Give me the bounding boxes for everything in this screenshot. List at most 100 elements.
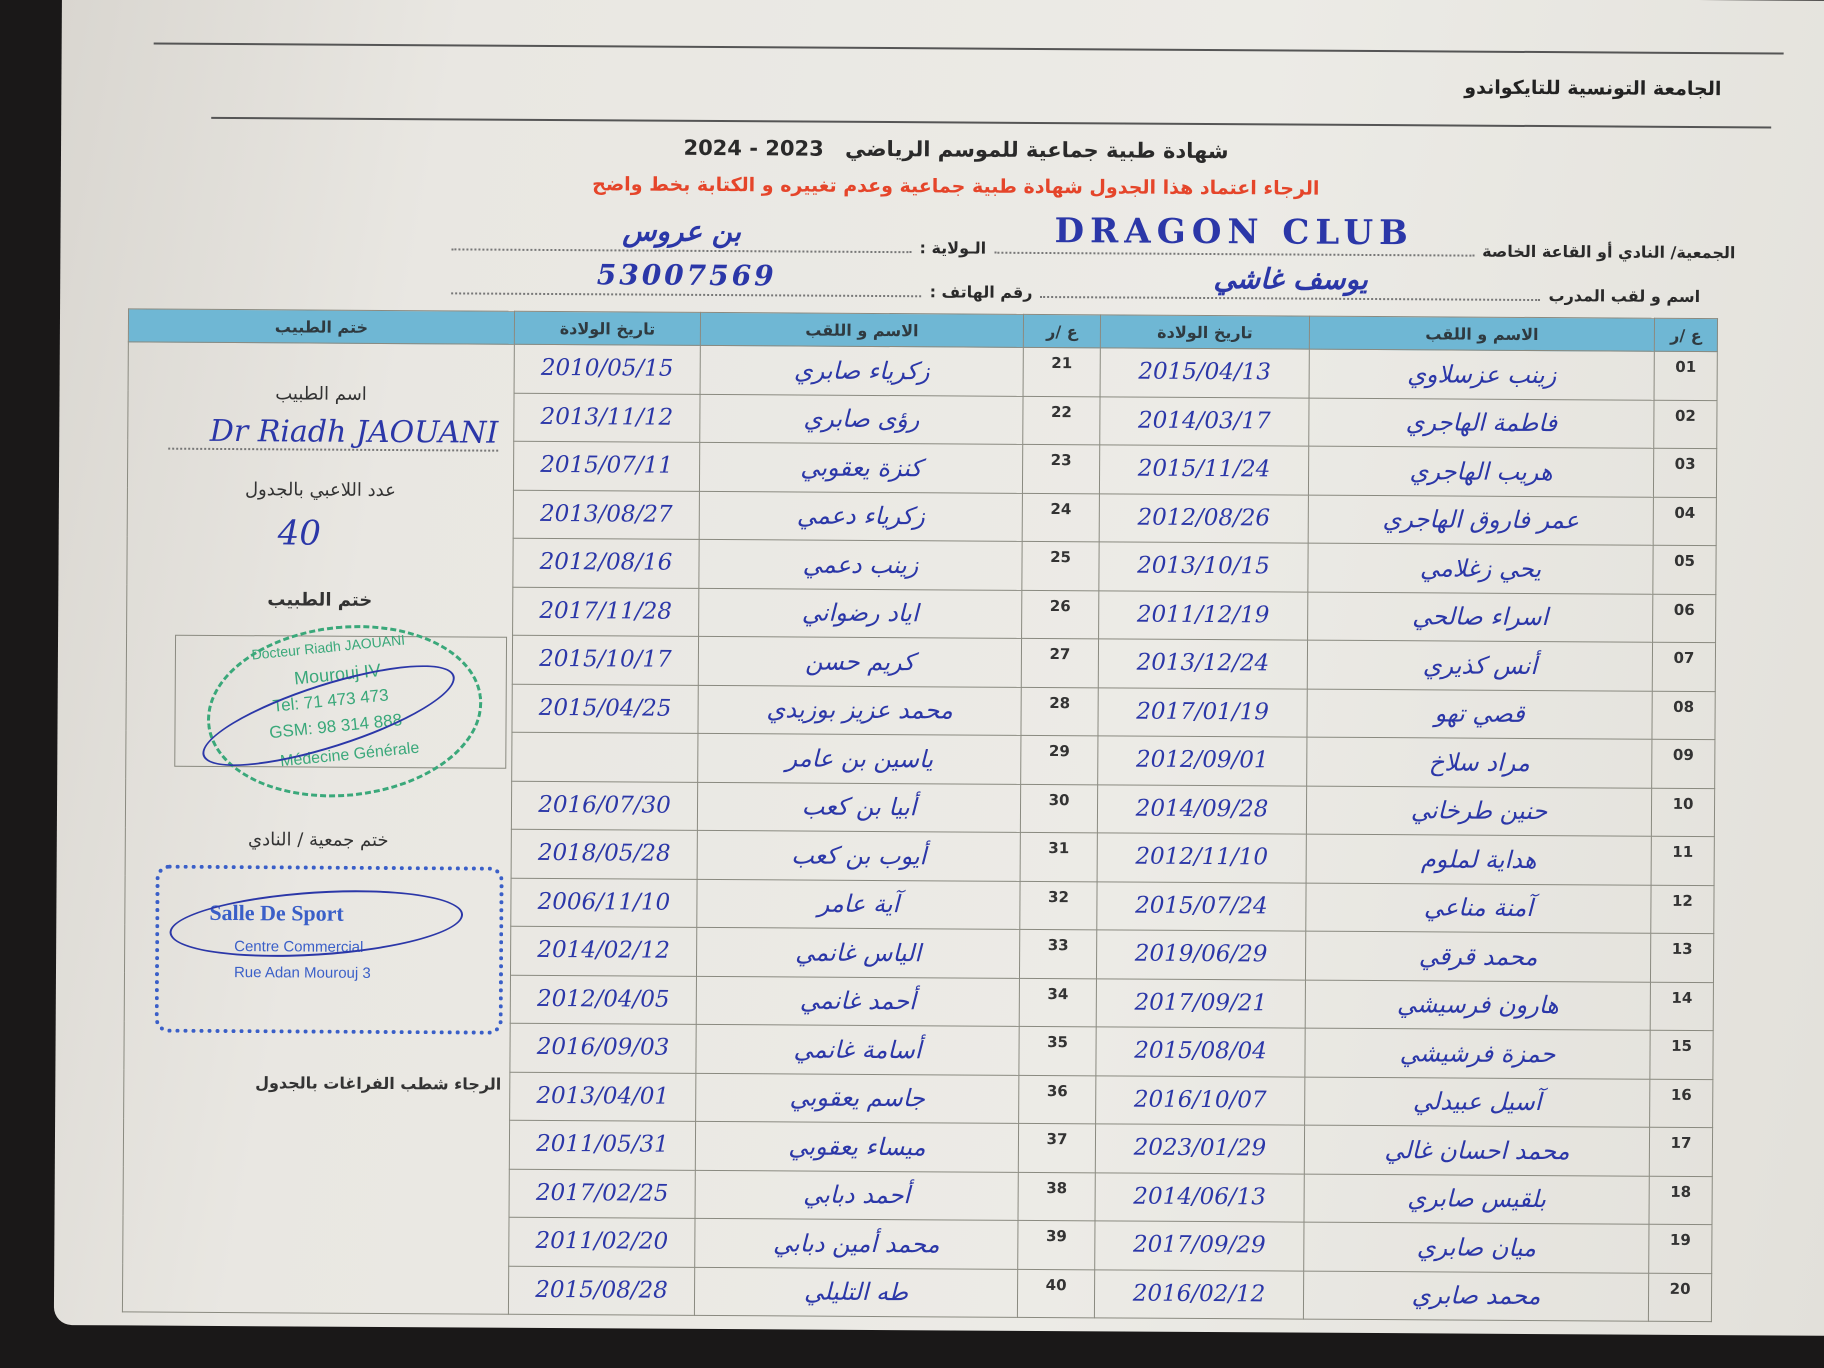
document-page: الجامعة التونسية للتايكواندو شهادة طبية …: [53, 0, 1824, 1336]
birth-date: 2015/07/11: [513, 441, 700, 491]
player-name: اياد رضواني: [698, 587, 1022, 639]
birth-date: 2012/11/10: [1097, 832, 1307, 883]
state-value: بن عروس: [622, 214, 742, 249]
table-row: 01 زينب عزسلاوي 2015/04/13 21 زكرياء صابري 20…: [122, 341, 1718, 1315]
document-title: شهادة طبية جماعية للموسم الرياضي 2023 - …: [61, 132, 1824, 167]
player-name: أحمد دبابي: [695, 1169, 1019, 1221]
player-name: زينب دعمي: [698, 539, 1023, 590]
row-number: 18: [1648, 1175, 1713, 1225]
birth-date: 2013/08/27: [513, 489, 700, 540]
row-number: 11: [1651, 836, 1715, 886]
player-count: 40: [277, 513, 322, 554]
player-name: هارون فرسيشي: [1305, 979, 1651, 1031]
birth-date: 2015/10/17: [512, 635, 699, 685]
row-number: 35: [1018, 1026, 1097, 1076]
player-name: كريم حسن: [698, 636, 1022, 687]
row-number: 14: [1650, 981, 1714, 1031]
player-name: أحمد غانمي: [696, 975, 1020, 1027]
player-name: فاطمة الهاجري: [1308, 397, 1655, 449]
birth-date: 2015/04/25: [511, 683, 699, 734]
player-name: ميان صابري: [1303, 1222, 1649, 1273]
strike-blanks-note: الرجاء شطب الفراغات بالجدول: [255, 1073, 502, 1094]
row-number: 34: [1019, 977, 1097, 1027]
row-number: 06: [1652, 593, 1716, 643]
club-field: الجمعية/ النادي أو القاعة الخاصة DRAGON …: [451, 211, 1736, 263]
birth-date: [511, 732, 698, 782]
row-number: 17: [1649, 1127, 1713, 1177]
birth-date: 2013/04/01: [509, 1071, 696, 1122]
player-name: اسراء صالحي: [1307, 591, 1653, 643]
row-number: 38: [1018, 1171, 1096, 1221]
row-number: 03: [1653, 448, 1717, 498]
player-name: بلقيس صابري: [1303, 1173, 1650, 1225]
row-number: 21: [1023, 347, 1101, 397]
row-number: 05: [1652, 545, 1717, 595]
birth-date: 2015/04/13: [1100, 347, 1310, 398]
player-name: محمد احسان غالي: [1304, 1125, 1650, 1176]
row-number: 25: [1021, 541, 1100, 591]
birth-date: 2014/09/28: [1097, 784, 1307, 835]
row-number: 12: [1650, 884, 1715, 934]
stamp-line: Rue Adan Mourouj 3: [233, 964, 371, 982]
row-number: 33: [1019, 929, 1097, 979]
birth-date: 2016/09/03: [509, 1023, 697, 1073]
top-rule: [153, 42, 1784, 55]
club-stamp: Salle De Sport Centre Commercial Rue Ada…: [154, 864, 504, 1035]
birth-date: 2014/03/17: [1099, 396, 1310, 447]
doctor-stamp-label: ختم الطبيب: [267, 589, 373, 611]
birth-date: 2018/05/28: [511, 829, 698, 879]
birth-date: 2017/09/21: [1096, 978, 1306, 1029]
player-name: زكرياء دعمي: [699, 490, 1023, 542]
season: 2023 - 2024: [683, 135, 824, 161]
club-label: الجمعية/ النادي أو القاعة الخاصة: [1482, 241, 1736, 263]
doctor-name-label: اسم الطبيب: [275, 383, 367, 405]
birth-date: 2016/07/30: [511, 780, 698, 831]
row-number: 01: [1654, 351, 1718, 401]
player-name: أيوب بن كعب: [697, 830, 1021, 881]
col-number-2: ع /ر: [1023, 314, 1101, 348]
birth-date: 2019/06/29: [1096, 929, 1306, 980]
birth-date: 2011/12/19: [1098, 590, 1308, 641]
player-name: ميساء يعقوبي: [695, 1121, 1019, 1172]
row-number: 02: [1653, 399, 1718, 449]
row-number: 07: [1652, 642, 1716, 692]
col-name-2: الاسم و اللقب: [700, 312, 1024, 348]
player-name: آية عامر: [696, 878, 1021, 930]
organization-name: الجامعة التونسية للتايكواندو: [1464, 76, 1722, 101]
birth-date: 2017/02/25: [509, 1168, 696, 1219]
birth-date: 2006/11/10: [510, 877, 698, 928]
row-number: 08: [1651, 690, 1716, 740]
row-number: 15: [1649, 1030, 1714, 1080]
row-number: 36: [1018, 1074, 1096, 1124]
col-doctor-stamp: ختم الطبيب: [128, 308, 515, 345]
row-number: 24: [1022, 492, 1100, 542]
phone-value: 53007569: [596, 258, 777, 293]
birth-date: 2013/12/24: [1098, 638, 1308, 689]
col-name: الاسم و اللقب: [1309, 316, 1655, 352]
birth-date: 2016/02/12: [1094, 1269, 1304, 1320]
player-name: حنين طرخاني: [1306, 785, 1652, 837]
row-number: 40: [1017, 1268, 1095, 1318]
row-number: 29: [1020, 735, 1098, 785]
state-line: بن عروس: [451, 215, 912, 254]
player-name: جاسم يعقوبي: [695, 1072, 1019, 1124]
player-name: عمر فاروق الهاجري: [1308, 494, 1654, 546]
player-name: مراد سلاخ: [1306, 737, 1652, 788]
player-name: رؤى صابري: [699, 393, 1024, 445]
phone-line: 53007569: [451, 258, 922, 298]
player-name: آمنة مناعي: [1305, 882, 1652, 934]
state-label: الـولاية :: [919, 238, 987, 258]
row-number: 30: [1020, 783, 1098, 833]
player-name: كنزة يعقوبي: [699, 442, 1023, 493]
col-birth-date-2: تاريخ الولادة: [514, 311, 701, 346]
player-name: طه التليلي: [694, 1266, 1018, 1318]
players-table: ع /ر الاسم و اللقب تاريخ الولادة ع /ر ال…: [122, 308, 1718, 1322]
birth-date: 2015/11/24: [1099, 444, 1309, 495]
player-name: أبيا بن كعب: [697, 781, 1021, 833]
row-number: 16: [1649, 1078, 1713, 1128]
birth-date: 2023/01/29: [1095, 1123, 1305, 1174]
player-name: محمد عزيز بوزيدي: [697, 684, 1022, 736]
birth-date: 2011/02/20: [508, 1217, 696, 1267]
club-line: DRAGON CLUB: [994, 211, 1475, 257]
birth-date: 2010/05/15: [514, 344, 701, 394]
